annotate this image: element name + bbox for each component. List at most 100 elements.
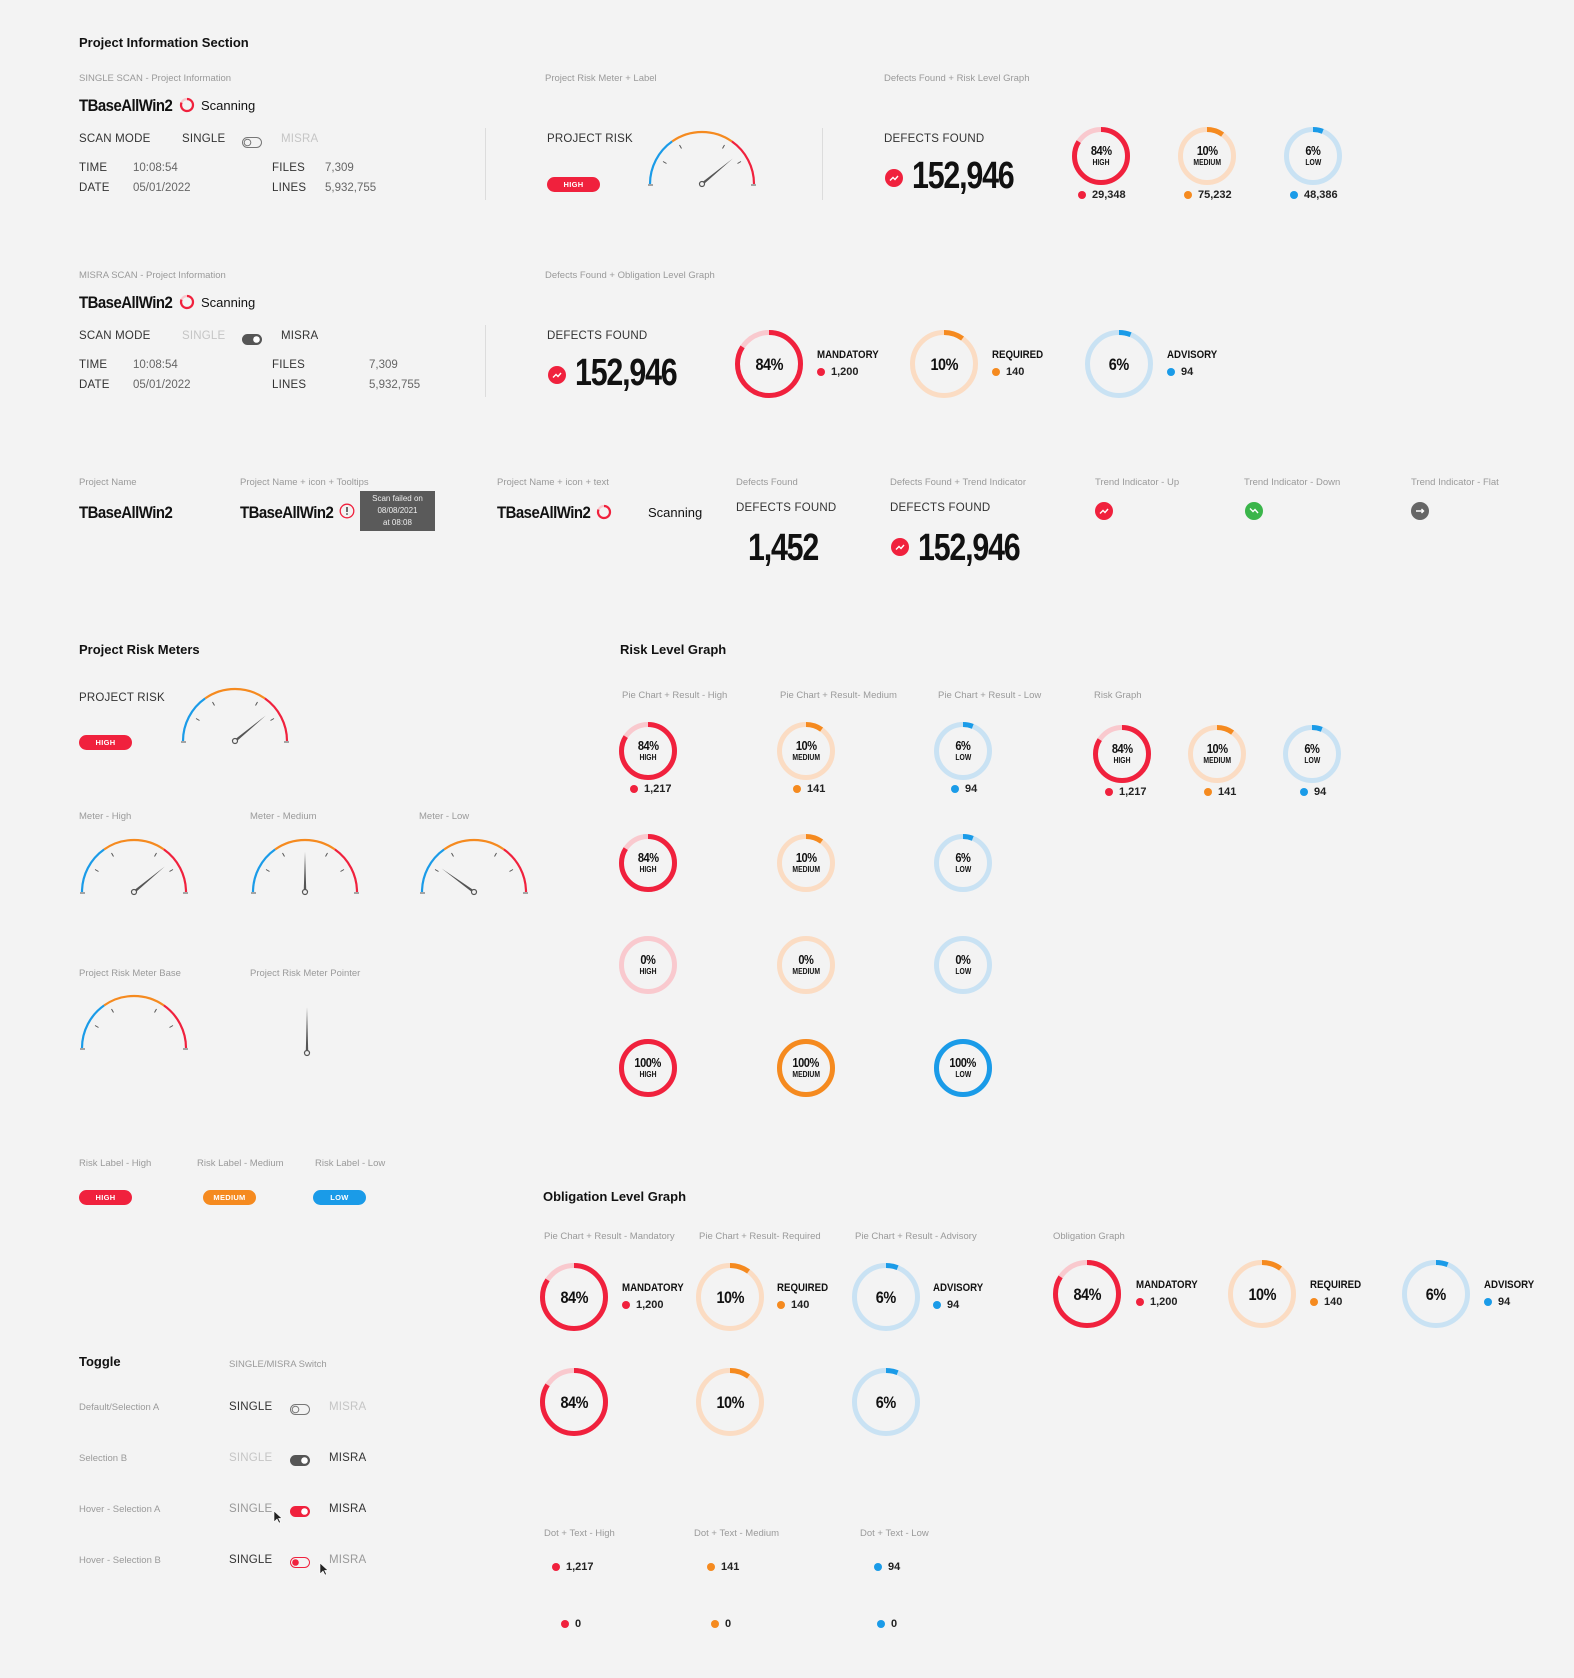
ring-fill [1093,725,1151,783]
single-misra-toggle[interactable] [290,1453,310,1471]
pie-high-84: 84% HIGH [619,834,677,892]
toggle-single-label[interactable]: SINGLE [229,1401,273,1413]
scanning-status: Scanning [201,98,256,113]
mode-toggle[interactable] [242,332,262,350]
caption-label-high: Risk Label - High [79,1158,152,1169]
lines-label: LINES [272,379,307,391]
caption-dot-medium: Dot + Text - Medium [694,1528,780,1539]
dot-text-medium-zero: 0 [711,1618,731,1630]
obl-graph-mandatory: 84% [1053,1260,1121,1328]
mode-toggle[interactable] [242,135,262,153]
toggle-misra-label[interactable]: MISRA [329,1452,367,1464]
mode-misra-label[interactable]: MISRA [281,330,319,342]
meter-high [77,838,191,896]
meter-base [77,994,191,1052]
alert-icon[interactable] [339,503,355,519]
pie-low-value: 94 [951,783,977,795]
dot-text-high: 1,217 [552,1561,594,1573]
mode-single-label[interactable]: SINGLE [182,133,226,145]
files-label: FILES [272,162,305,174]
gauge-needle [234,715,266,743]
advisory-legend: ADVISORY 94 [933,1282,984,1311]
pie-high-84: 84% HIGH [619,722,677,780]
ring-high-value: 29,348 [1078,189,1126,201]
caption-risk-graph: Risk Graph [1094,690,1142,701]
files-value: 7,309 [325,162,354,174]
gauge-tick [282,852,285,857]
gauge-tick [494,852,497,857]
caption-label-low: Risk Label - Low [315,1158,386,1169]
risk-graph-medium: 10% MEDIUM [1188,725,1246,783]
scanning-spinner-icon [179,294,195,310]
ring-track [777,936,835,994]
single-misra-toggle[interactable] [290,1402,310,1420]
obl-advisory-plain: 6% [852,1368,920,1436]
gauge-tick [270,718,275,721]
caption-single-scan: SINGLE SCAN - Project Information [79,73,232,84]
toggle-single-label[interactable]: SINGLE [229,1452,273,1464]
gauge-low-arc [251,848,276,893]
caption-pie-low: Pie Chart + Result - Low [938,690,1042,701]
toggle-misra-label[interactable]: MISRA [329,1503,367,1515]
gauge-tick [451,852,454,857]
gauge-tick [737,161,742,164]
section-title-risk-graph: Risk Level Graph [620,642,727,657]
ring-fill [1402,1260,1470,1328]
caption-switch: SINGLE/MISRA Switch [229,1359,327,1370]
caption-project-name: Project Name [79,477,137,488]
toggle-single-label[interactable]: SINGLE [229,1554,273,1566]
defects-found-label: DEFECTS FOUND [890,502,991,514]
cursor-icon [319,1562,329,1581]
gauge-tick [265,869,270,872]
defects-found-label: DEFECTS FOUND [884,133,985,145]
caption-trend-flat: Trend Indicator - Flat [1411,477,1499,488]
advisory-legend: ADVISORY 94 [1484,1279,1535,1308]
trend-flat-icon [1411,502,1429,520]
mode-single-label[interactable]: SINGLE [182,330,226,342]
ring-fill [619,722,677,780]
obl-required: 10% [696,1263,764,1331]
pie-high-100: 100% HIGH [619,1039,677,1097]
gauge-hub [130,888,138,896]
divider [485,128,486,200]
gauge-tick [212,701,215,706]
ring-fill [540,1368,608,1436]
ring-fill [696,1263,764,1331]
gauge-tick [94,1025,99,1028]
pie-medium-value: 141 [793,783,825,795]
toggle-single-label[interactable]: SINGLE [229,1503,273,1515]
obl-advisory: 6% [852,1263,920,1331]
trend-down-icon [1245,502,1263,520]
files-value: 7,309 [369,359,398,371]
gauge-tick [722,144,725,149]
caption-trend-up: Trend Indicator - Up [1095,477,1180,488]
project-name: TBaseAllWin2 [497,503,591,522]
required-legend: REQUIRED 140 [777,1282,829,1311]
single-misra-toggle[interactable] [290,1504,310,1522]
date-label: DATE [79,182,110,194]
date-value: 05/01/2022 [133,379,191,391]
gauge-hub [301,888,309,896]
pie-medium-100: 100% MEDIUM [777,1039,835,1097]
lines-value: 5,932,755 [325,182,377,194]
toggle-misra-label[interactable]: MISRA [329,1554,367,1566]
ring-fill [1072,127,1130,185]
project-name: TBaseAllWin2 [240,503,334,522]
pie-low-6: 6% LOW [934,834,992,892]
ring-medium: 10% MEDIUM [1178,127,1236,185]
mode-misra-label[interactable]: MISRA [281,133,319,145]
pie-low-6: 6% LOW [934,722,992,780]
ring-fill [696,1368,764,1436]
single-misra-toggle[interactable] [290,1555,310,1573]
gauge-high-arc [334,848,359,893]
toggle-misra-label[interactable]: MISRA [329,1401,367,1413]
meter-low [417,838,531,896]
caption-misra-scan: MISRA SCAN - Project Information [79,270,226,281]
gauge-tick [255,701,258,706]
scanning-spinner-icon [179,97,195,113]
gauge-low-arc [80,848,105,893]
caption-pie-required: Pie Chart + Result- Required [699,1231,821,1242]
obl-graph-required: 10% [1228,1260,1296,1328]
gauge-needle [133,866,165,894]
mandatory-legend: MANDATORY 1,200 [817,349,879,378]
